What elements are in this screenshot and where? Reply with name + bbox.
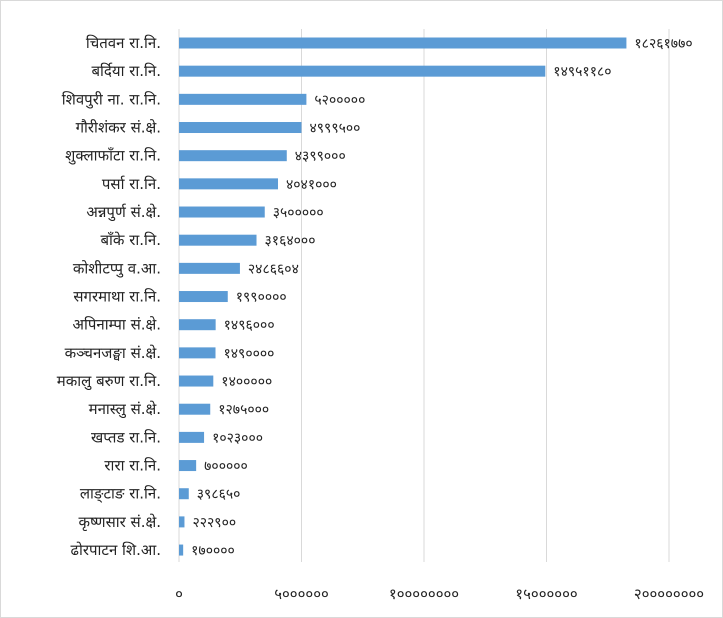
- bar: [179, 375, 214, 387]
- bar: [179, 234, 257, 246]
- bar: [179, 544, 184, 556]
- data-label: २४८६६०४: [248, 261, 299, 277]
- category-label: सगरमाथा रा.नि.: [73, 288, 161, 306]
- category-label: अपिनाम्पा सं.क्षे.: [73, 316, 161, 334]
- category-label: चितवन रा.नि.: [86, 34, 161, 52]
- category-label: शुक्लाफाँटा रा.नि.: [65, 147, 161, 166]
- category-label: खप्तड रा.नि.: [91, 428, 161, 446]
- data-label: ४९९९५००: [309, 121, 360, 137]
- bar: [179, 319, 216, 331]
- x-axis-tick-labels: ० ५०००००० १०००००००० १५०००००० २००००००००: [175, 585, 704, 603]
- data-label: ४३९९०००: [295, 149, 346, 165]
- data-label: १९९००००: [236, 290, 287, 306]
- data-label: १४९००००: [224, 346, 275, 362]
- category-label: मनास्लु सं.क्षे.: [89, 400, 161, 419]
- data-label: १४९६०००: [224, 318, 275, 334]
- data-label: ३१६४०००: [265, 233, 316, 249]
- bar: [179, 178, 279, 190]
- data-label: ५२०००००: [314, 92, 365, 108]
- data-label: १४९५११८०: [553, 64, 611, 80]
- bar: [179, 206, 265, 218]
- category-label: बाँके रा.नि.: [100, 231, 161, 249]
- bar: [179, 460, 197, 472]
- bar: [179, 291, 228, 303]
- category-label: शिवपुरी ना. रा.नि.: [62, 90, 161, 109]
- x-tick-label: १००००००००: [389, 585, 459, 603]
- data-label: १८२६१७७०: [634, 36, 692, 52]
- value-labels: १८२६१७७० १४९५११८० ५२००००० ४९९९५०० ४३९९००० ४०४…: [191, 36, 692, 559]
- category-label: कञ्चनजङ्घा सं.क्षे.: [65, 344, 161, 362]
- x-tick-label: २००००००००: [634, 585, 704, 603]
- bar: [179, 122, 302, 134]
- bars: [179, 37, 627, 556]
- category-label: कृष्णसार सं.क्षे.: [78, 513, 161, 532]
- bar: [179, 488, 189, 500]
- bar: [179, 403, 211, 415]
- category-label: कोशीटप्पु व.आ.: [73, 259, 161, 278]
- category-label: ढोरपाटन शि.आ.: [71, 541, 161, 559]
- data-label: १२७५०००: [218, 402, 269, 418]
- bar: [179, 37, 627, 49]
- data-label: १०२३०००: [212, 430, 263, 446]
- data-label: ७०००००: [204, 459, 248, 475]
- x-tick-label: १५००००००: [515, 585, 577, 603]
- category-label: लाङ्टाङ रा.नि.: [80, 485, 161, 503]
- x-tick-label: ०: [175, 585, 183, 603]
- data-label: ३५०००००: [273, 205, 324, 221]
- bar: [179, 347, 216, 359]
- x-tick-label: ५००००००: [274, 585, 329, 603]
- bar: [179, 431, 205, 443]
- bar: [179, 150, 287, 162]
- data-label: ४०४१०००: [286, 177, 337, 193]
- category-label: मकालु बरुण रा.नि.: [57, 372, 161, 391]
- grid-lines: [178, 29, 670, 562]
- bar: [179, 65, 546, 77]
- category-label: अन्नपुर्ण सं.क्षे.: [86, 203, 161, 222]
- category-labels: चितवन रा.नि. बर्दिया रा.नि. शिवपुरी ना. रा…: [57, 34, 161, 559]
- data-label: २२२९००: [192, 515, 236, 531]
- bar: [179, 516, 185, 528]
- bar: [179, 93, 307, 105]
- category-label: बर्दिया रा.नि.: [91, 62, 161, 80]
- data-label: १४०००००: [221, 374, 272, 390]
- category-label: रारा रा.नि.: [104, 457, 161, 475]
- data-label: ३९८६५०: [197, 487, 241, 503]
- bar: [179, 262, 240, 274]
- category-label: पर्सा रा.नि.: [102, 175, 161, 193]
- category-label: गौरीशंकर सं.क्षे.: [76, 119, 161, 137]
- data-label: १७००००: [191, 543, 235, 559]
